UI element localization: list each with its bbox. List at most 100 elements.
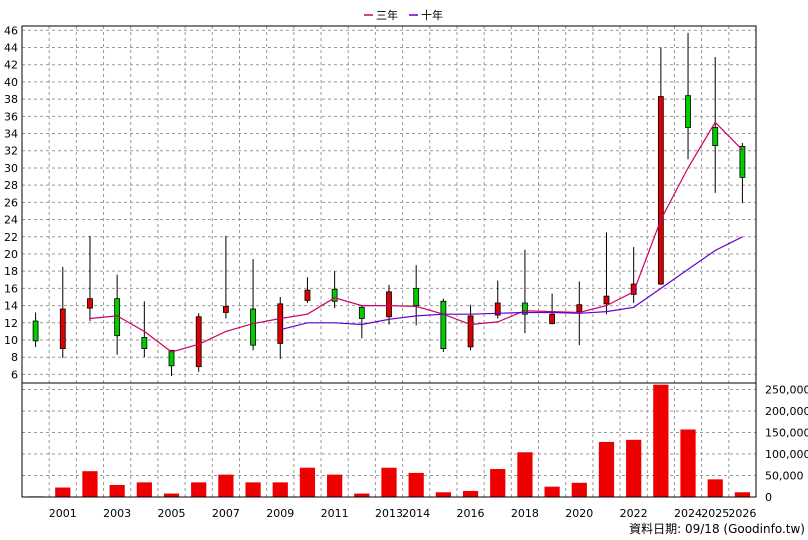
legend-label-3yr: 三年 (376, 8, 398, 22)
price-tick-label: 24 (4, 214, 18, 227)
plot-frame (21, 25, 757, 498)
price-tick-label: 32 (4, 145, 18, 158)
volume-bar (163, 493, 180, 497)
x-tick-label: 2011 (321, 507, 349, 520)
series-line-10yr (280, 236, 743, 331)
price-tick-label: 12 (4, 317, 18, 330)
x-tick-label: 2005 (158, 507, 186, 520)
volume-bar (653, 384, 669, 497)
candle-body (141, 337, 148, 349)
volume-bar (55, 487, 71, 497)
candle-body (59, 308, 66, 349)
price-tick-label: 40 (4, 76, 18, 89)
price-tick-label: 34 (4, 128, 18, 141)
candle-body (685, 95, 691, 128)
volume-bar (191, 482, 207, 497)
candle-body (32, 320, 39, 342)
x-tick-label: 2013 (375, 507, 403, 520)
volume-bar (218, 474, 234, 497)
candle-body (440, 300, 447, 349)
x-tick-label: 2009 (266, 507, 294, 520)
price-tick-label: 10 (4, 334, 18, 347)
volume-bar (299, 467, 316, 497)
volume-bar (354, 493, 370, 497)
price-tick-label: 18 (4, 265, 18, 278)
volume-bar (544, 486, 560, 497)
volume-tick-label: 100,000 (765, 448, 808, 461)
x-tick-label: 2014 (402, 507, 430, 520)
volume-bar (408, 472, 424, 497)
x-tick-label: 2024 (674, 507, 702, 520)
candle-body (386, 291, 392, 318)
price-tick-label: 20 (4, 248, 18, 261)
candle-body (277, 303, 284, 344)
candlesticks (32, 32, 746, 377)
x-tick-label: 2003 (103, 507, 131, 520)
candle-body (576, 304, 583, 313)
volume-bar (626, 439, 642, 497)
volume-bar (680, 429, 696, 497)
price-tick-label: 46 (4, 24, 18, 37)
series-line-3yr (89, 121, 743, 353)
volume-tick-label: 0 (765, 491, 772, 504)
candle-body (712, 127, 719, 146)
price-tick-label: 30 (4, 162, 18, 175)
candle-body (331, 288, 338, 302)
volume-bar (327, 474, 343, 497)
candle-body (522, 302, 528, 315)
volume-bar (490, 469, 506, 497)
candle-body (549, 313, 556, 325)
price-tick-label: 28 (4, 179, 18, 192)
price-tick-label: 14 (4, 300, 18, 313)
source-note: 資料日期: 09/18 (Goodinfo.tw) (629, 522, 805, 536)
volume-tick-label: 250,000 (765, 383, 808, 396)
volume-bar (245, 482, 261, 497)
volume-bar (598, 441, 615, 497)
x-tick-label: 2016 (457, 507, 485, 520)
x-tick-label: 2026 (728, 507, 756, 520)
candle-body (413, 287, 420, 306)
candle-body (467, 315, 474, 348)
candle-body (630, 283, 637, 295)
volume-bar (707, 479, 723, 497)
price-tick-label: 22 (4, 231, 18, 244)
volume-bars (27, 384, 751, 497)
candle-body (358, 306, 365, 319)
price-tick-label: 42 (4, 59, 18, 72)
volume-bar (82, 471, 98, 497)
price-tick-label: 36 (4, 110, 18, 123)
price-tick-label: 8 (11, 351, 18, 364)
legend-label-10yr: 十年 (421, 8, 443, 22)
price-tick-label: 16 (4, 282, 18, 295)
x-tick-label: 2025 (701, 507, 729, 520)
candle-body (195, 316, 202, 368)
volume-bar (136, 482, 152, 497)
volume-tick-label: 50,000 (765, 469, 804, 482)
candle-body (87, 298, 93, 309)
volume-bar (435, 492, 451, 497)
x-tick-label: 2007 (212, 507, 240, 520)
volume-bar (109, 484, 125, 497)
x-tick-label: 2022 (620, 507, 648, 520)
volume-tick-label: 200,000 (765, 405, 808, 418)
price-tick-label: 44 (4, 42, 18, 55)
x-tick-label: 2020 (565, 507, 593, 520)
candle-body (739, 146, 746, 178)
price-tick-label: 26 (4, 196, 18, 209)
candle-body (603, 295, 610, 305)
x-tick-label: 2018 (511, 507, 539, 520)
x-tick-label: 2001 (49, 507, 77, 520)
price-tick-label: 6 (11, 368, 18, 381)
volume-tick-label: 150,000 (765, 426, 808, 439)
legend: 三年 十年 (364, 8, 443, 22)
candle-body (250, 308, 256, 346)
candle-body (222, 306, 229, 313)
gridlines (22, 26, 756, 497)
volume-bar (462, 490, 479, 497)
candle-body (304, 289, 311, 301)
candle-body (657, 96, 664, 285)
moving-average-lines (89, 121, 743, 353)
volume-bar (571, 482, 587, 497)
volume-bar (381, 467, 397, 497)
candle-body (494, 302, 501, 316)
